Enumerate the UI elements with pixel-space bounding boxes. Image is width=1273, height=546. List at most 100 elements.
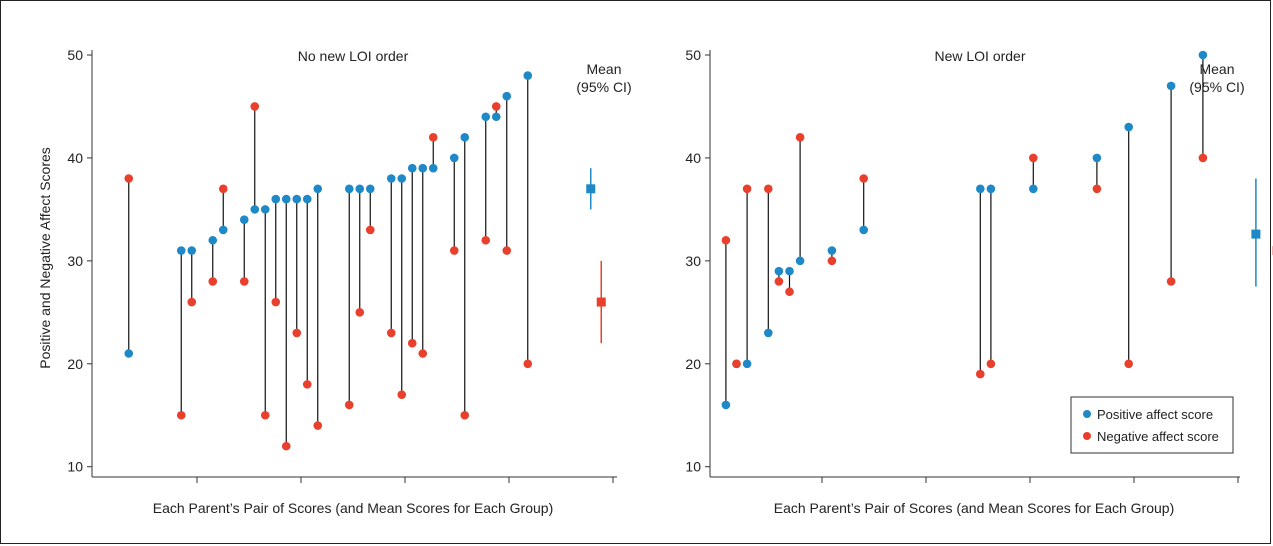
score-pair	[176, 246, 186, 420]
panel-new-loi: 10 20 30 40 50 New LOI order Mean (95% CI) E…	[685, 47, 1273, 516]
x-axis-label: Each Parent’s Pair of Scores (and Mean S…	[153, 500, 554, 516]
negative-score-point	[732, 359, 741, 369]
negative-score-point	[386, 328, 396, 338]
score-pair	[795, 133, 805, 266]
mean-ci-label: (95% CI)	[576, 79, 631, 95]
negative-score-point	[1092, 184, 1102, 194]
score-pair	[1029, 153, 1038, 194]
negative-score-point	[449, 246, 459, 255]
y-ticks: 10 20 30 40 50	[67, 47, 92, 475]
score-pair	[1166, 81, 1176, 286]
positive-score-point	[187, 246, 197, 255]
negative-score-point	[313, 421, 323, 430]
score-pair	[292, 194, 302, 338]
negative-score-point	[250, 102, 260, 111]
panel-no-new-loi: 10 20 30 40 50 No new LOI order Mean (95% CI…	[37, 47, 632, 516]
positive-mean-square	[586, 184, 596, 194]
y-tick-label: 50	[685, 47, 701, 63]
positive-score-point	[976, 184, 985, 194]
score-pair	[218, 184, 228, 235]
negative-score-point	[271, 297, 281, 307]
negative-score-point	[428, 133, 438, 142]
score-pair	[986, 184, 996, 369]
negative-score-point	[502, 246, 512, 255]
positive-mean-marker	[586, 168, 596, 210]
legend-box	[1070, 396, 1234, 454]
positive-score-point	[302, 194, 312, 204]
score-pair	[491, 102, 501, 122]
score-pair	[302, 194, 312, 389]
negative-score-point	[1124, 359, 1133, 369]
score-pair	[281, 194, 291, 451]
mean-label: Mean	[586, 61, 621, 77]
positive-score-point	[292, 194, 302, 204]
negative-score-point	[1029, 153, 1038, 163]
positive-score-point	[795, 256, 805, 266]
negative-score-point	[523, 359, 533, 369]
score-pair	[859, 174, 868, 235]
negative-score-point	[176, 410, 186, 420]
x-ticks	[821, 477, 1239, 483]
positive-score-point	[721, 400, 731, 410]
negative-score-point	[397, 390, 407, 399]
y-tick-label: 10	[685, 459, 701, 475]
negative-score-point	[281, 441, 291, 451]
score-pair	[1124, 122, 1133, 369]
score-pair	[774, 266, 784, 286]
positive-score-point	[250, 205, 260, 214]
positive-score-point	[365, 184, 375, 194]
positive-score-point	[124, 349, 134, 358]
mean-markers	[586, 168, 606, 344]
positive-score-point	[386, 174, 396, 183]
panel-title: No new LOI order	[298, 48, 409, 64]
negative-score-point	[208, 277, 218, 286]
score-pair	[313, 184, 323, 430]
positive-score-point	[502, 91, 512, 101]
negative-score-point	[721, 235, 731, 245]
negative-score-point	[365, 225, 375, 235]
score-pair	[428, 133, 438, 173]
y-axis-label: Positive and Negative Affect Scores	[37, 147, 53, 369]
x-ticks	[196, 477, 614, 483]
positive-score-point	[827, 246, 837, 255]
negative-score-point	[1198, 153, 1208, 163]
negative-score-point	[418, 349, 428, 358]
y-tick-label: 30	[67, 253, 83, 269]
score-pair	[250, 102, 260, 214]
negative-score-point	[344, 400, 354, 410]
score-pair	[397, 174, 407, 399]
negative-score-point	[292, 328, 302, 338]
positive-mean-marker	[1251, 178, 1261, 287]
negative-score-point	[407, 338, 417, 348]
negative-score-point	[986, 359, 996, 369]
positive-score-point	[742, 359, 752, 369]
score-pair	[208, 235, 218, 286]
y-tick-label: 10	[67, 459, 83, 475]
negative-score-point	[491, 102, 501, 111]
negative-score-point	[124, 174, 134, 183]
score-pair	[418, 163, 428, 358]
negative-score-point	[785, 287, 794, 297]
positive-score-point	[176, 246, 186, 255]
positive-score-point	[523, 71, 533, 80]
positive-score-point	[1092, 153, 1102, 163]
positive-score-point	[208, 235, 218, 245]
positive-score-point	[1029, 184, 1038, 194]
score-pair	[239, 215, 249, 286]
score-pair	[407, 163, 417, 348]
y-tick-label: 50	[67, 47, 83, 63]
score-pairs	[721, 50, 1208, 410]
y-tick-label: 20	[67, 356, 83, 372]
positive-score-point	[764, 328, 773, 338]
score-pair	[976, 184, 985, 379]
negative-score-point	[355, 308, 365, 317]
negative-score-point	[795, 133, 805, 142]
negative-score-point	[239, 277, 249, 286]
score-pair	[827, 246, 837, 266]
positive-score-point	[239, 215, 249, 224]
positive-score-point	[428, 163, 438, 173]
negative-score-point	[859, 174, 868, 183]
score-pair	[344, 184, 354, 410]
positive-score-point	[1166, 81, 1176, 91]
